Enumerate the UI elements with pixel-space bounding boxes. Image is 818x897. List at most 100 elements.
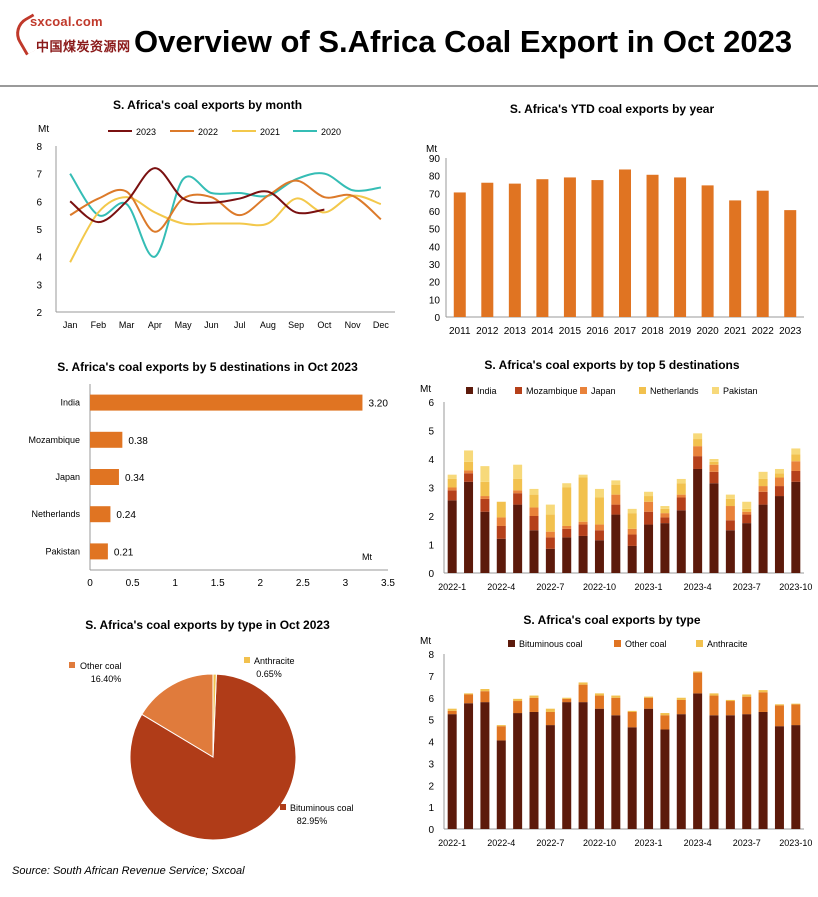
y-tick-label: 4: [428, 738, 434, 749]
value-label: 0.34: [125, 473, 145, 484]
bar-2011: [453, 192, 466, 317]
bar-segment-Bituminous coal: [464, 703, 474, 829]
bar-segment-Japan: [480, 496, 490, 499]
x-tick-label: Jan: [63, 320, 78, 330]
bar-segment-Japan: [627, 528, 637, 535]
bar-segment-Pakistan: [644, 491, 654, 497]
y-tick-label: 0: [428, 825, 434, 836]
bar-segment-Other coal: [791, 704, 801, 726]
bar-segment-Mozambique: [545, 537, 555, 549]
bar-segment-Mozambique: [774, 486, 784, 497]
x-tick-label: Aug: [260, 320, 276, 330]
bar-segment-India: [562, 537, 572, 573]
slice-label: Bituminous coal: [290, 803, 354, 813]
bar-segment-India: [611, 514, 621, 573]
x-tick-label: 2023-4: [684, 582, 712, 592]
x-tick-label: 1: [172, 578, 178, 589]
x-tick-label: 2022-10: [583, 582, 616, 592]
bar-segment-Anthracite: [742, 694, 752, 697]
bar-segment-Anthracite: [725, 699, 735, 702]
bar-segment-Mozambique: [660, 517, 670, 524]
value-label: 0.24: [116, 510, 136, 521]
bar-segment-Mozambique: [742, 514, 752, 524]
x-tick-label: Jun: [204, 320, 219, 330]
bar-segment-India: [660, 523, 670, 573]
bar-segment-Anthracite: [709, 693, 719, 696]
bar-segment-Pakistan: [464, 450, 474, 462]
legend-label: Pakistan: [723, 386, 758, 396]
x-tick-label: 2022-1: [438, 838, 466, 848]
bar-segment-Japan: [513, 490, 523, 494]
x-tick-label: 2022-4: [487, 582, 515, 592]
chart-title: S. Africa's coal exports by type in Oct …: [85, 618, 330, 632]
bar-segment-Anthracite: [627, 710, 637, 712]
y-tick-label: 3: [428, 484, 434, 495]
pie-slice-Other coal: [141, 673, 214, 758]
bar-segment-India: [627, 545, 637, 573]
bar-segment-Japan: [562, 525, 572, 529]
bar-segment-Bituminous coal: [513, 713, 523, 829]
bar-segment-Anthracite: [480, 689, 490, 692]
bar-segment-Other coal: [774, 705, 784, 727]
y-tick-label: 5: [428, 716, 434, 727]
x-tick-label: 2023-10: [779, 838, 812, 848]
logo-chinese-name: 中国煤炭资源网: [36, 40, 131, 55]
bar-segment-India: [644, 524, 654, 573]
type-pie-chart: Bituminous coal 82.95% Other coal 16.40% Ant…: [69, 656, 354, 841]
bar-segment-Japan: [594, 524, 604, 531]
x-tick-label: Apr: [148, 320, 162, 330]
dest5-bar-chart: 0 0.5 1 1.5 2 2.5 3 3.5 Mt India 3.20 Mozambique 0.3…: [28, 384, 395, 589]
y-tick-label: 20: [429, 278, 441, 289]
bar-segment-Netherlands: [774, 473, 784, 478]
bar-segment-Anthracite: [545, 708, 555, 712]
bar-segment-India: [529, 530, 539, 573]
bar-segment-Japan: [529, 507, 539, 516]
bar-segment-Bituminous coal: [791, 725, 801, 829]
legend-swatch: [508, 640, 515, 647]
bar-India: [90, 394, 363, 411]
bar-segment-Pakistan: [447, 474, 457, 479]
bar-segment-Mozambique: [676, 497, 686, 511]
x-tick-label: 0.5: [126, 578, 140, 589]
bar-segment-Japan: [545, 531, 555, 538]
bar-segment-Japan: [447, 487, 457, 491]
legend-swatch: [515, 387, 522, 394]
category-label: India: [60, 398, 80, 408]
bar-segment-Japan: [611, 494, 621, 505]
legend-label: Anthracite: [707, 639, 748, 649]
bar-segment-Netherlands: [611, 484, 621, 495]
category-label: Pakistan: [45, 546, 80, 556]
bar-segment-Anthracite: [693, 671, 703, 673]
category-label: Japan: [55, 472, 80, 482]
legend-swatch: [696, 640, 703, 647]
bar-segment-Netherlands: [464, 461, 474, 471]
chart-title: S. Africa's coal exports by type: [523, 613, 701, 627]
bar-segment-Other coal: [611, 697, 621, 716]
bar-segment-Other coal: [693, 672, 703, 694]
y-tick-label: 50: [429, 225, 441, 236]
bar-segment-Netherlands: [627, 513, 637, 529]
y-tick-label: 2: [428, 512, 434, 523]
bar-segment-Other coal: [464, 694, 474, 704]
bar-segment-Pakistan: [758, 471, 768, 479]
bar-segment-Other coal: [709, 695, 719, 716]
x-tick-label: Sep: [288, 320, 304, 330]
bar-segment-Other coal: [529, 697, 539, 712]
series-line-2022: [69, 179, 382, 233]
bar-segment-Mozambique: [529, 516, 539, 531]
y-tick-label: 90: [429, 154, 441, 165]
bar-segment-Pakistan: [594, 488, 604, 498]
x-tick-label: Mar: [119, 320, 135, 330]
bar-2017: [619, 169, 631, 317]
bar-segment-Bituminous coal: [594, 708, 604, 829]
bar-segment-Netherlands: [758, 478, 768, 487]
bar-segment-Anthracite: [513, 698, 523, 702]
bar-segment-Japan: [496, 517, 506, 526]
legend-swatch: [712, 387, 719, 394]
ytd-chart-panel: S. Africa's YTD coal exports by year Mt 0…: [412, 102, 812, 342]
bar-2018: [646, 174, 659, 317]
bar-segment-Netherlands: [676, 483, 686, 495]
bar-segment-Pakistan: [693, 433, 703, 440]
pie-slice-Anthracite: [212, 673, 217, 758]
legend-swatch: [639, 387, 646, 394]
